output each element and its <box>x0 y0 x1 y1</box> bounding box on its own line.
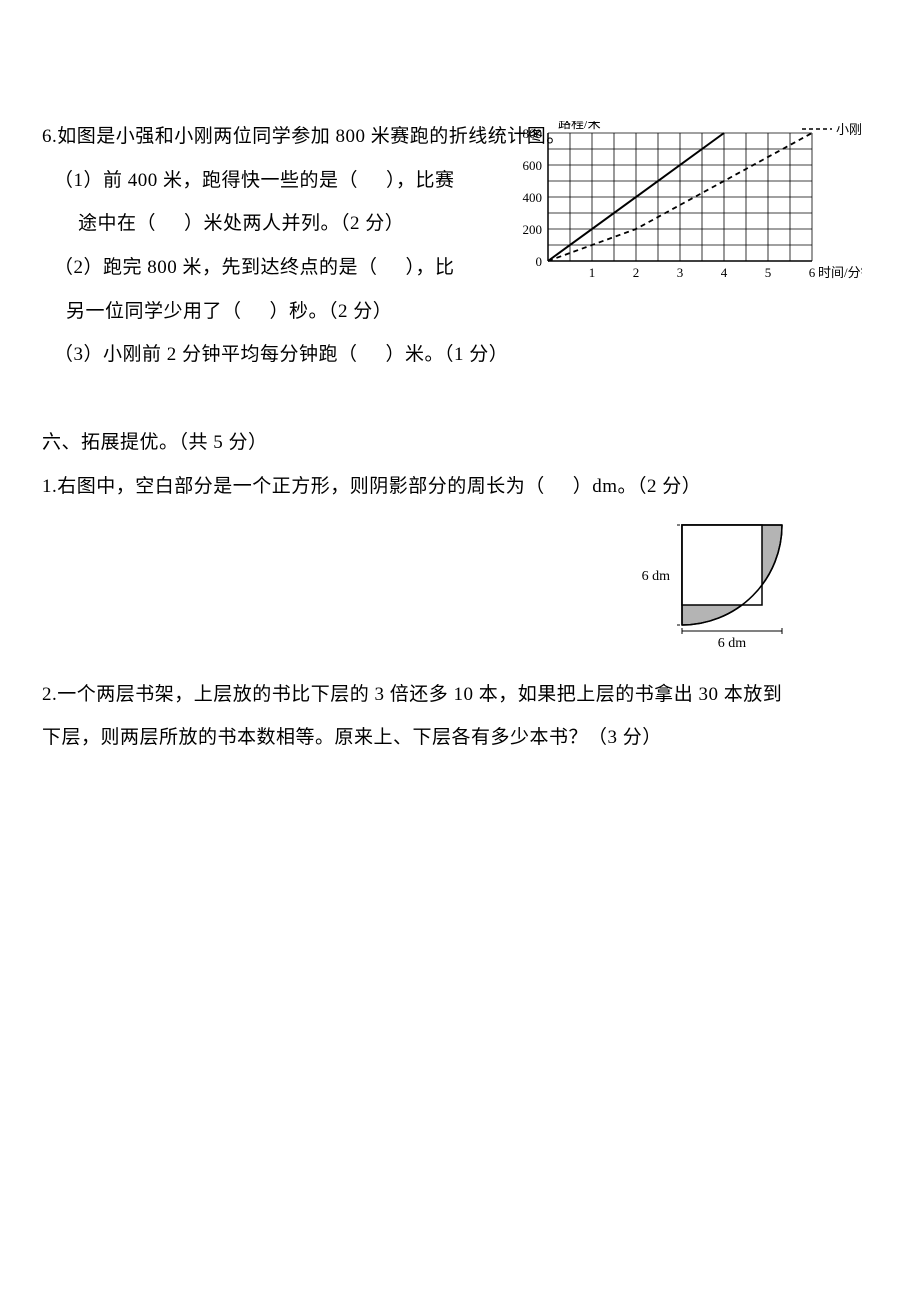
svg-text:时间/分钟: 时间/分钟 <box>818 265 862 280</box>
q6-sub3-a: （3）小刚前 2 分钟平均每分钟跑（ <box>54 344 358 365</box>
svg-text:2: 2 <box>633 265 640 280</box>
svg-text:5: 5 <box>765 265 772 280</box>
q6-sub2-c: 另一位同学少用了（ <box>66 301 242 322</box>
q61-a: 1.右图中，空白部分是一个正方形，则阴影部分的周长为（ <box>42 476 545 497</box>
svg-text:6: 6 <box>809 265 816 280</box>
figure61-svg: 6 dm 6 dm <box>632 515 812 660</box>
question-6: 6.如图是小强和小刚两位同学参加 800 米赛跑的折线统计图。 （1）前 400… <box>42 115 878 377</box>
q6-sub2-line1: （2）跑完 800 米，先到达终点的是（ ），比 <box>42 246 512 290</box>
q6-sub3-b: ）米。（1 分） <box>386 344 509 365</box>
svg-text:小刚: 小刚 <box>836 122 862 137</box>
svg-text:800: 800 <box>523 126 543 141</box>
q6-sub2-a: （2）跑完 800 米，先到达终点的是（ <box>54 257 378 278</box>
q6-title-text: 如图是小强和小刚两位同学参加 800 米赛跑的折线统计图。 <box>57 126 566 147</box>
q6-number: 6. <box>42 126 57 147</box>
q62-line1: 2.一个两层书架，上层放的书比下层的 3 倍还多 10 本，如果把上层的书拿出 … <box>42 673 878 717</box>
quarter-circle-figure: 6 dm 6 dm <box>632 515 878 665</box>
svg-text:200: 200 <box>523 222 543 237</box>
q61-b: ）dm。（2 分） <box>573 476 702 497</box>
section-6-title: 六、拓展提优。（共 5 分） <box>42 421 878 465</box>
svg-text:6 dm: 6 dm <box>642 569 671 584</box>
svg-text:路程/米: 路程/米 <box>558 121 601 131</box>
chart-svg: 0200400600800123456路程/米时间/分钟小强小刚 <box>502 121 862 291</box>
q6-sub1-a: （1）前 400 米，跑得快一些的是（ <box>54 170 358 191</box>
q61-text: 1.右图中，空白部分是一个正方形，则阴影部分的周长为（ ）dm。（2 分） <box>42 465 878 509</box>
svg-text:400: 400 <box>523 190 543 205</box>
q6-sub2-d: ）秒。（2 分） <box>270 301 393 322</box>
q6-sub1-b: ），比赛 <box>386 170 455 191</box>
svg-text:3: 3 <box>677 265 684 280</box>
q6-sub1-line2: 途中在（ ）米处两人并列。（2 分） <box>42 202 512 246</box>
q6-sub1-line1: （1）前 400 米，跑得快一些的是（ ），比赛 <box>42 159 512 203</box>
q6-text-block: （1）前 400 米，跑得快一些的是（ ），比赛 途中在（ ）米处两人并列。（2 分… <box>42 159 512 334</box>
svg-text:0: 0 <box>536 254 543 269</box>
q62-line2: 下层，则两层所放的书本数相等。原来上、下层各有多少本书？（3 分） <box>42 716 878 760</box>
q6-sub2-line2: 另一位同学少用了（ ）秒。（2 分） <box>42 290 512 334</box>
line-chart: 0200400600800123456路程/米时间/分钟小强小刚 <box>502 121 862 296</box>
svg-text:4: 4 <box>721 265 728 280</box>
svg-text:600: 600 <box>523 158 543 173</box>
q6-sub1-d: ）米处两人并列。（2 分） <box>184 213 404 234</box>
svg-text:6 dm: 6 dm <box>718 636 747 651</box>
q6-sub3: （3）小刚前 2 分钟平均每分钟跑（ ）米。（1 分） <box>42 333 878 377</box>
q6-sub1-c: 途中在（ <box>78 213 156 234</box>
q6-sub2-b: ），比 <box>406 257 455 278</box>
svg-text:1: 1 <box>589 265 596 280</box>
